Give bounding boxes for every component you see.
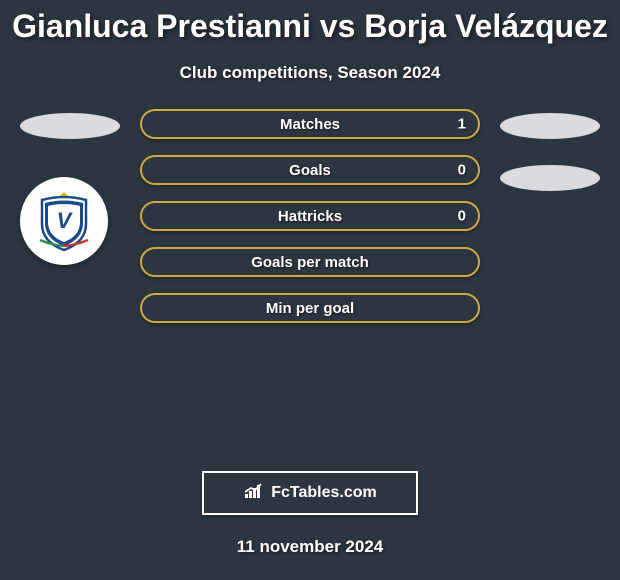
page-title: Gianluca Prestianni vs Borja Velázquez [0,8,620,45]
stat-right-value: 0 [458,208,466,225]
stat-right-value: 0 [458,162,466,179]
fctables-label: FcTables.com [271,484,377,502]
club-left-badge: V [20,177,108,265]
bar-chart-icon [243,482,265,505]
stat-row-hattricks: Hattricks 0 [140,201,480,231]
stat-row-matches: Matches 1 [140,109,480,139]
stat-label: Goals per match [251,254,369,271]
stat-row-min-per-goal: Min per goal [140,293,480,323]
main-area: V Matches 1 Goals 0 Hattricks 0 [0,113,620,463]
club-right-placeholder [500,165,600,191]
subtitle: Club competitions, Season 2024 [0,63,620,83]
stat-label: Hattricks [278,208,342,225]
player-left-avatar-placeholder [20,113,120,139]
stat-row-goals: Goals 0 [140,155,480,185]
stat-label: Matches [280,116,340,133]
fctables-attribution: FcTables.com [202,471,418,515]
stats-list: Matches 1 Goals 0 Hattricks 0 Goals per … [140,109,480,339]
shield-icon: V [37,190,91,252]
stat-label: Min per goal [266,300,354,317]
player-right-avatar-placeholder [500,113,600,139]
date-text: 11 november 2024 [0,537,620,557]
stat-right-value: 1 [458,116,466,133]
stat-label: Goals [289,162,331,179]
stat-row-goals-per-match: Goals per match [140,247,480,277]
svg-text:V: V [57,208,74,233]
